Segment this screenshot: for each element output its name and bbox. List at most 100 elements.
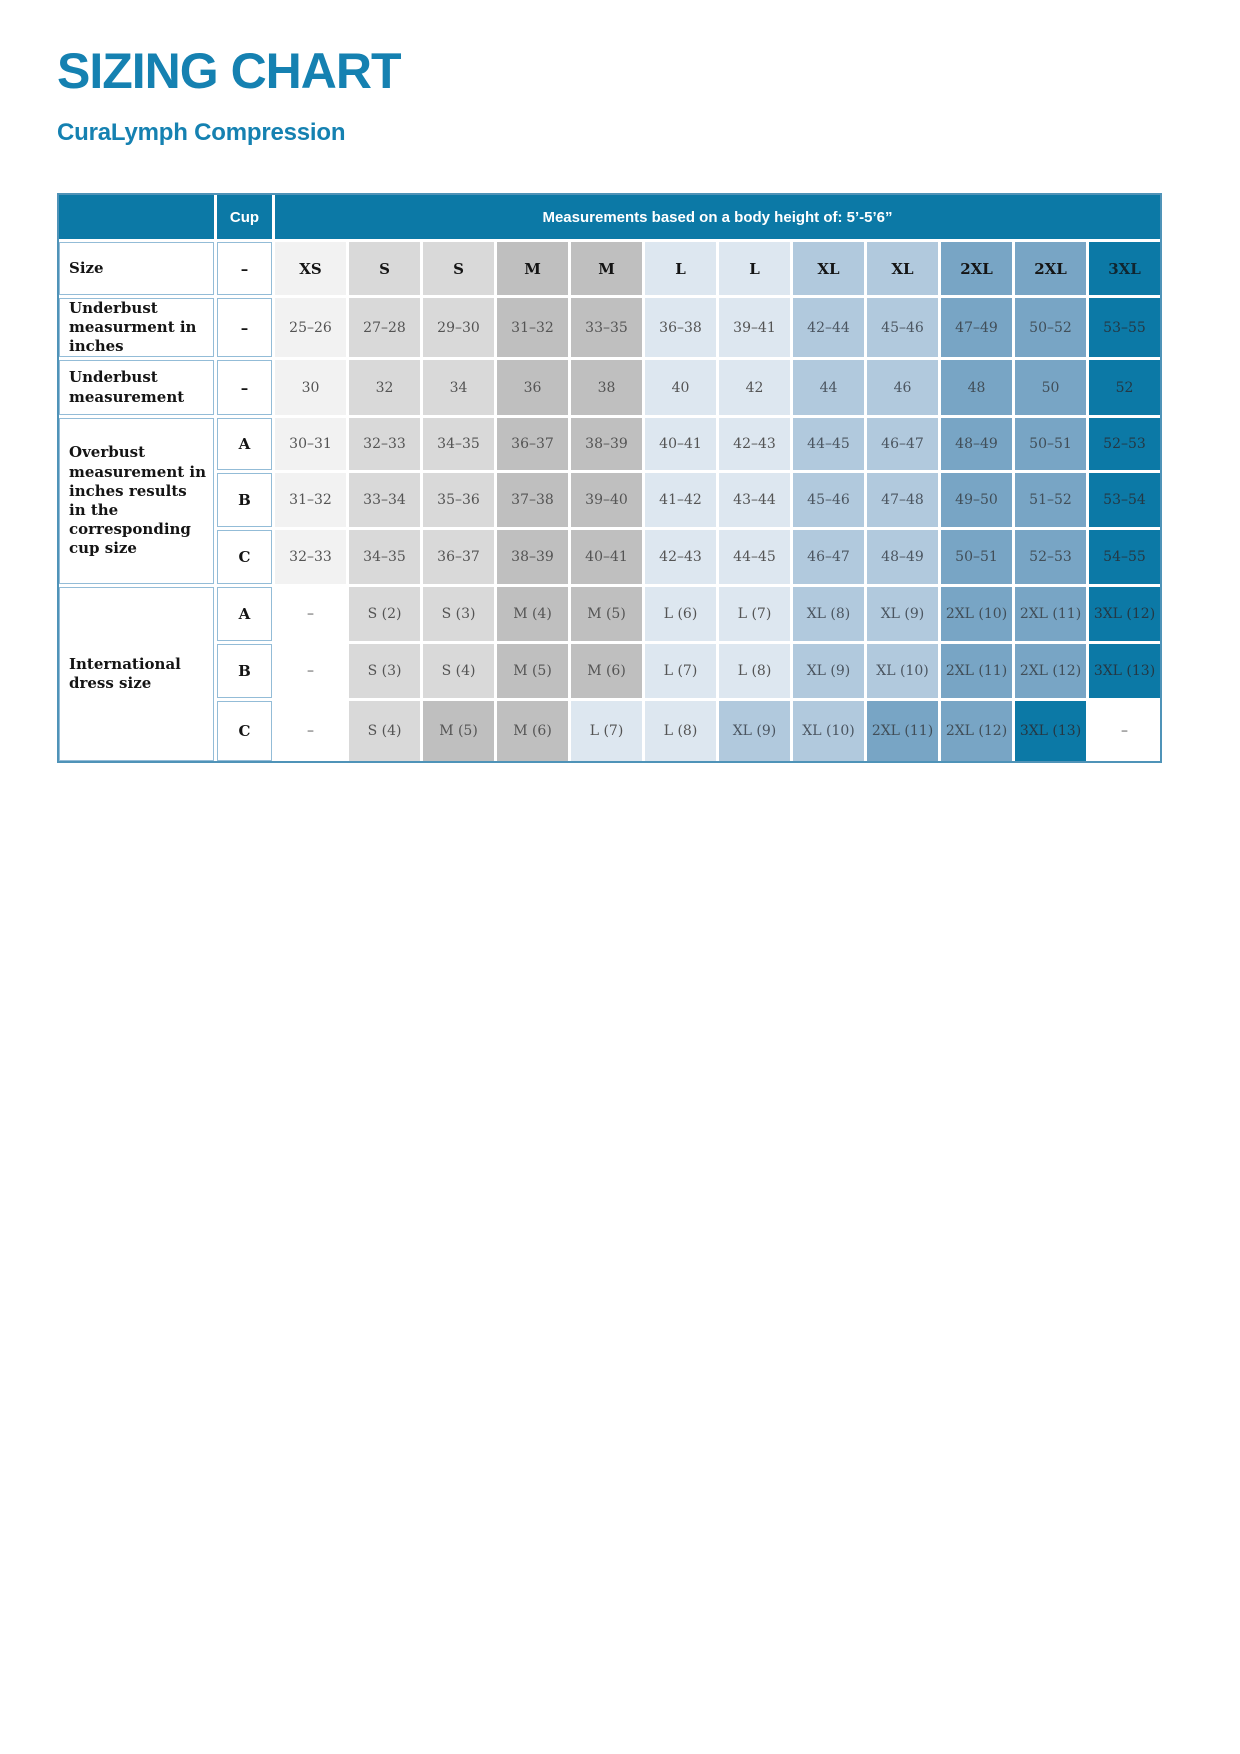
value-cell: 47–49 [941,298,1012,357]
value-cell: 46 [867,360,938,415]
value-cell: 52 [1089,360,1160,415]
value-cell: 52–53 [1089,418,1160,470]
value-cell: XL (8) [793,587,864,641]
value-cell: 38 [571,360,642,415]
value-cell: 50 [1015,360,1086,415]
value-cell: 44–45 [793,418,864,470]
row-label-cell: Underbust measurement [59,360,214,415]
cup-column-header: Cup [217,195,272,239]
cup-cell: A [217,418,272,470]
value-cell: 3XL [1089,242,1160,295]
value-cell: 31–32 [497,298,568,357]
value-cell: 50–52 [1015,298,1086,357]
value-cell: M (5) [423,701,494,761]
value-cell: 40–41 [645,418,716,470]
value-cell: – [275,644,346,698]
value-cell: M [571,242,642,295]
value-cell: 37–38 [497,473,568,527]
value-cell: 45–46 [867,298,938,357]
value-cell: 36–38 [645,298,716,357]
value-cell: S [423,242,494,295]
value-cell: 48–49 [941,418,1012,470]
value-cell: S (4) [423,644,494,698]
value-cell: 2XL [1015,242,1086,295]
row-label-cell: International dress size [59,587,214,761]
row-label-cell: Overbust measurement in inches results i… [59,418,214,584]
value-cell: 32–33 [349,418,420,470]
value-cell: 2XL (11) [867,701,938,761]
value-cell: XS [275,242,346,295]
value-cell: XL (10) [867,644,938,698]
value-cell: 2XL (11) [941,644,1012,698]
value-cell: L (7) [719,587,790,641]
value-cell: – [275,701,346,761]
value-cell: M (6) [571,644,642,698]
value-cell: 39–40 [571,473,642,527]
value-cell: 53–55 [1089,298,1160,357]
value-cell: S (3) [349,644,420,698]
value-cell: 34–35 [423,418,494,470]
value-cell: 30 [275,360,346,415]
value-cell: L (8) [645,701,716,761]
value-cell: L (7) [571,701,642,761]
value-cell: – [275,587,346,641]
cup-cell: B [217,473,272,527]
header-band-spacer [59,195,214,239]
value-cell: 42 [719,360,790,415]
measurements-header: Measurements based on a body height of: … [275,195,1160,239]
value-cell: 38–39 [497,530,568,584]
value-cell: 44 [793,360,864,415]
value-cell: 36–37 [497,418,568,470]
value-cell: S [349,242,420,295]
value-cell: 34–35 [349,530,420,584]
cup-cell: B [217,644,272,698]
value-cell: 42–43 [645,530,716,584]
value-cell: 32 [349,360,420,415]
cup-cell: – [217,298,272,357]
cup-cell: C [217,530,272,584]
value-cell: XL [793,242,864,295]
value-cell: M [497,242,568,295]
value-cell: 43–44 [719,473,790,527]
value-cell: 33–35 [571,298,642,357]
value-cell: M (6) [497,701,568,761]
value-cell: 40 [645,360,716,415]
value-cell: 36 [497,360,568,415]
page-subtitle: CuraLymph Compression [57,119,346,146]
value-cell: 2XL (11) [1015,587,1086,641]
cup-cell: – [217,360,272,415]
value-cell: 25–26 [275,298,346,357]
value-cell: 47–48 [867,473,938,527]
value-cell: 40–41 [571,530,642,584]
value-cell: 42–44 [793,298,864,357]
value-cell: 38–39 [571,418,642,470]
value-cell: 2XL (10) [941,587,1012,641]
cup-cell: – [217,242,272,295]
value-cell: L (7) [645,644,716,698]
value-cell: 45–46 [793,473,864,527]
value-cell: 54–55 [1089,530,1160,584]
value-cell: 39–41 [719,298,790,357]
value-cell: 50–51 [1015,418,1086,470]
value-cell: XL (10) [793,701,864,761]
value-cell: 3XL (13) [1089,644,1160,698]
sizing-table: Cup Measurements based on a body height o… [57,193,1162,763]
value-cell: 3XL (12) [1089,587,1160,641]
value-cell: M (5) [571,587,642,641]
value-cell: 50–51 [941,530,1012,584]
value-cell: 30–31 [275,418,346,470]
value-cell: M (5) [497,644,568,698]
value-cell: S (2) [349,587,420,641]
value-cell: 46–47 [793,530,864,584]
value-cell: 35–36 [423,473,494,527]
row-label-cell: Underbust measurment in inches [59,298,214,357]
value-cell: 3XL (13) [1015,701,1086,761]
value-cell: 2XL (12) [941,701,1012,761]
value-cell: M (4) [497,587,568,641]
value-cell: 49–50 [941,473,1012,527]
value-cell: 31–32 [275,473,346,527]
value-cell: 53–54 [1089,473,1160,527]
value-cell: – [1089,701,1160,761]
value-cell: 33–34 [349,473,420,527]
